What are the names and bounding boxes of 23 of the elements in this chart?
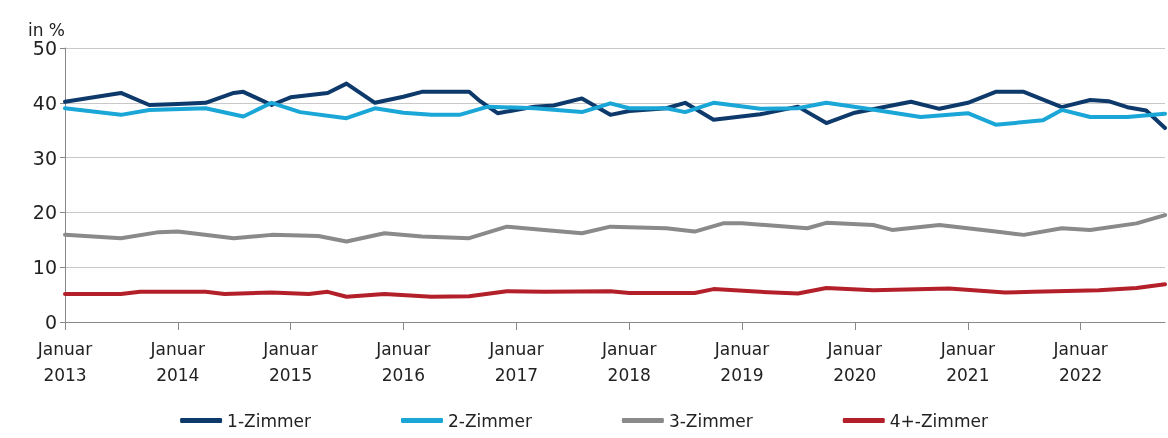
y-tick-label: 40 bbox=[32, 91, 57, 114]
y-tick-label: 0 bbox=[44, 311, 57, 333]
x-tick-label: Januar 2015 bbox=[262, 339, 318, 385]
x-tick-label: Januar 2017 bbox=[488, 339, 544, 385]
x-tick-label: Januar 2016 bbox=[375, 339, 431, 385]
x-tick-label: Januar 2018 bbox=[601, 339, 657, 385]
legend-label: 2-Zimmer bbox=[447, 410, 532, 431]
line-series bbox=[63, 100, 1167, 127]
x-tick-label: Januar 2014 bbox=[149, 339, 205, 385]
x-tick-label: Januar 2019 bbox=[713, 339, 770, 385]
y-tick-label: 20 bbox=[32, 201, 57, 224]
y-axis-title: in % bbox=[27, 19, 65, 40]
x-tick-label: Januar 2020 bbox=[826, 339, 882, 385]
legend-label: 1-Zimmer bbox=[227, 410, 311, 431]
x-tick-label: Januar 2021 bbox=[939, 339, 996, 385]
line-series bbox=[63, 282, 1167, 299]
x-tick-label: Januar 2022 bbox=[1052, 339, 1108, 385]
y-tick-label: 50 bbox=[32, 37, 57, 59]
legend-label: 4+-Zimmer bbox=[889, 410, 988, 431]
x-tick-label: Januar 2013 bbox=[36, 339, 93, 385]
y-tick-label: 10 bbox=[32, 256, 57, 279]
y-tick-label: 30 bbox=[32, 146, 57, 169]
legend-label: 3-Zimmer bbox=[668, 410, 753, 431]
